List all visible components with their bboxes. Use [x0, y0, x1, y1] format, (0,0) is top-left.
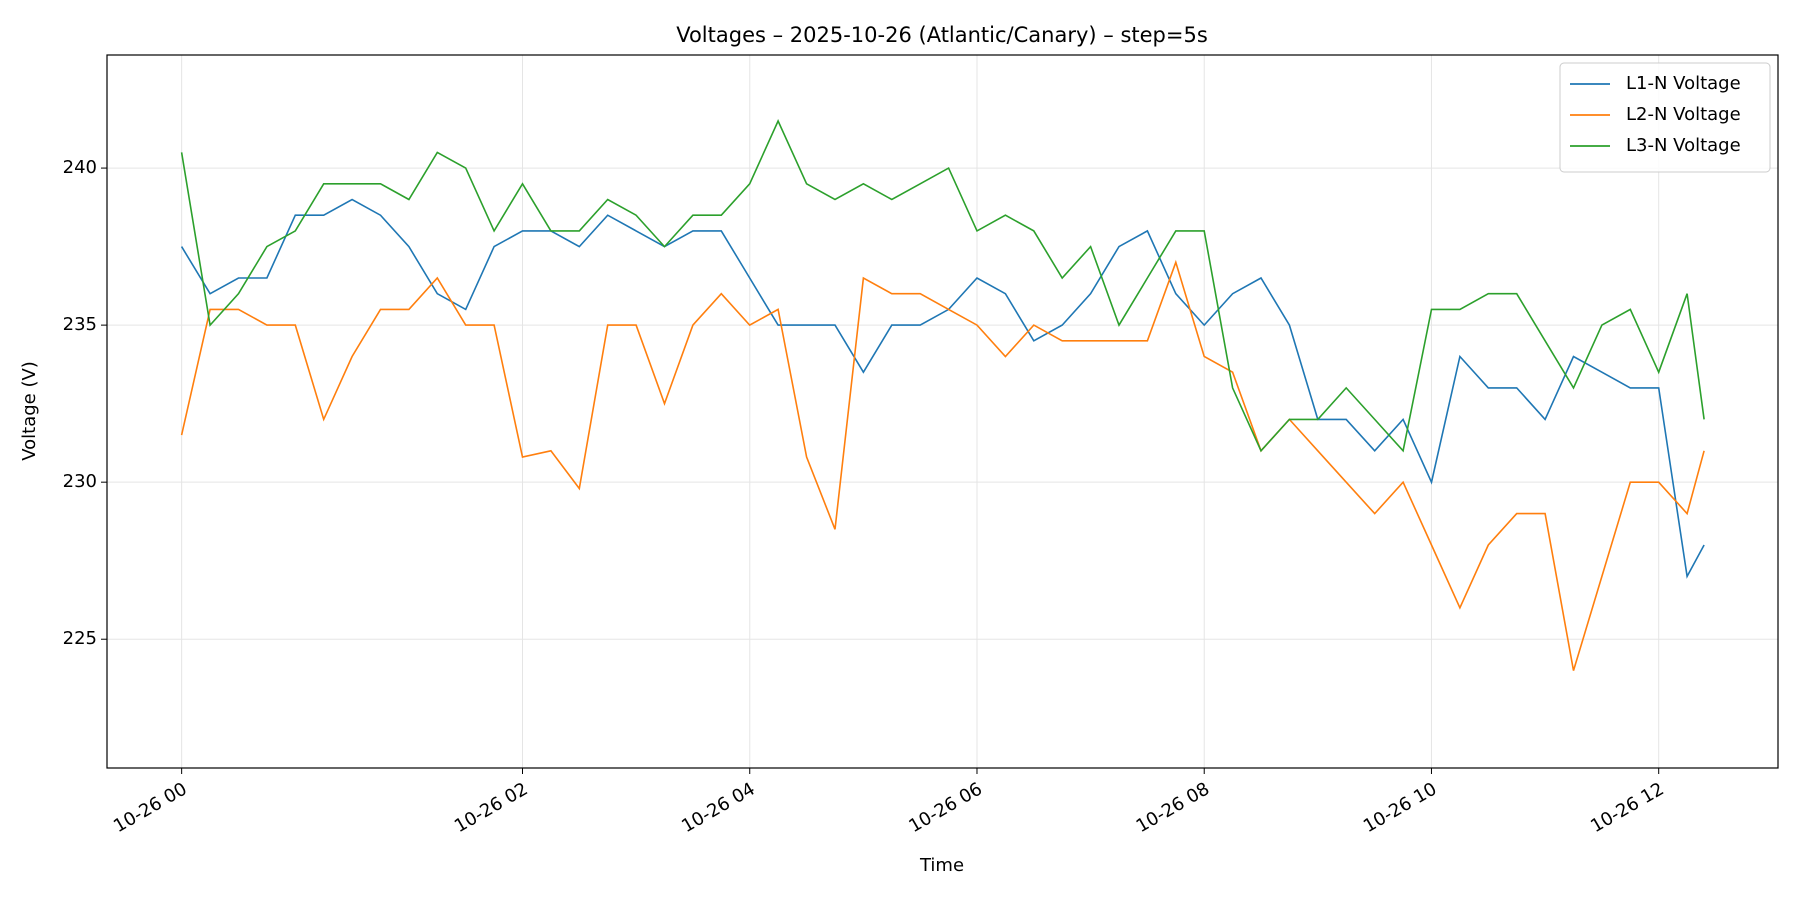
- series-line: [180, 259, 1705, 671]
- x-axis-label: Time: [919, 855, 964, 876]
- y-tick-label: 230: [63, 471, 97, 492]
- series-line: [180, 119, 1705, 453]
- legend: L1-N Voltage L2-N Voltage L3-N Voltage: [1559, 62, 1771, 173]
- y-tick-label: 235: [63, 314, 97, 335]
- chart-title: Voltages – 2025-10-26 (Atlantic/Canary) …: [676, 23, 1208, 47]
- legend-label: L3-N Voltage: [1626, 135, 1741, 156]
- y-tick-label: 225: [63, 628, 97, 649]
- y-tick-label: 240: [63, 157, 97, 178]
- legend-box: [1559, 62, 1771, 173]
- legend-label: L2-N Voltage: [1626, 104, 1741, 125]
- y-axis-label: Voltage (V): [19, 361, 40, 461]
- plot-frame: [106, 54, 1779, 769]
- legend-label: L1-N Voltage: [1626, 73, 1741, 94]
